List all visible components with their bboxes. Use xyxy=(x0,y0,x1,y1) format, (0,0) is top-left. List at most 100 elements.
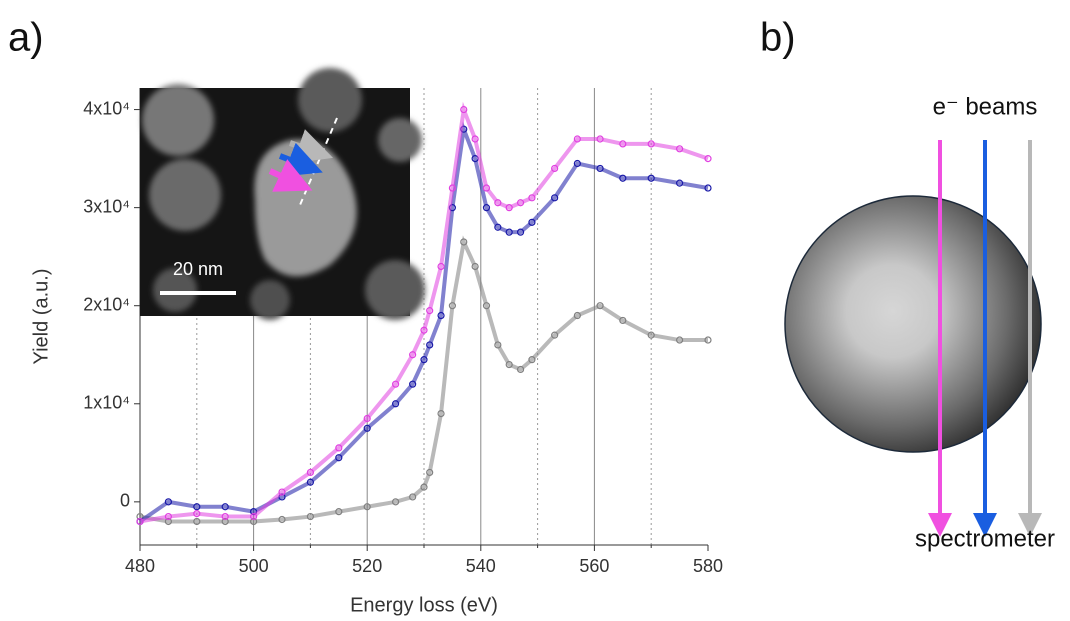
x-tick-label: 580 xyxy=(693,556,723,576)
data-point xyxy=(516,365,525,374)
data-point xyxy=(221,512,229,521)
chart: 480 500 520 540 560 580 0 1x10⁴ 2x10⁴ 3x10⁴ 4x10⁴ E… xyxy=(30,88,723,616)
data-point xyxy=(335,454,343,462)
data-point xyxy=(573,159,581,168)
beam-label: e⁻ beams xyxy=(933,93,1038,120)
data-point xyxy=(516,228,525,236)
data-point xyxy=(335,508,343,516)
data-point xyxy=(409,493,417,501)
data-point xyxy=(494,199,502,207)
scale-bar-label: 20 nm xyxy=(173,259,223,279)
data-point xyxy=(164,498,172,506)
data-point xyxy=(437,311,445,320)
data-point xyxy=(335,444,343,452)
data-point xyxy=(619,174,627,182)
y-tick-label: 0 xyxy=(120,491,130,511)
x-tick-label: 520 xyxy=(352,556,382,576)
data-point xyxy=(528,194,536,202)
y-tick-label: 4x10⁴ xyxy=(83,98,130,118)
data-point xyxy=(392,498,400,506)
data-point xyxy=(306,468,314,477)
data-point xyxy=(278,488,286,496)
data-point xyxy=(426,307,434,315)
data-point xyxy=(250,512,258,521)
data-point xyxy=(528,356,536,364)
data-point xyxy=(221,503,229,511)
data-point xyxy=(420,356,428,364)
data-point xyxy=(193,517,201,526)
data-point xyxy=(363,414,371,423)
detector-label: spectrometer xyxy=(915,525,1055,552)
data-point xyxy=(596,135,604,143)
data-point xyxy=(426,468,434,477)
y-tick-label: 2x10⁴ xyxy=(83,294,130,314)
data-point xyxy=(437,262,445,271)
data-point xyxy=(704,155,712,163)
data-point xyxy=(460,238,468,246)
data-point xyxy=(675,145,684,153)
data-point xyxy=(675,336,684,344)
data-point xyxy=(675,179,684,187)
panel-label: a) xyxy=(8,16,44,60)
data-point xyxy=(471,262,479,271)
data-point xyxy=(573,135,581,143)
data-point xyxy=(551,164,559,173)
data-point xyxy=(505,360,513,369)
x-tick-label: 500 xyxy=(239,556,269,576)
inset-image: 20 nm xyxy=(140,68,425,320)
data-point xyxy=(505,204,513,212)
data-point xyxy=(647,174,655,182)
data-point xyxy=(437,409,445,418)
data-point xyxy=(619,140,627,148)
data-point xyxy=(494,223,502,231)
data-point xyxy=(392,380,400,388)
data-point xyxy=(516,199,525,207)
data-point xyxy=(647,140,655,148)
data-point xyxy=(136,517,144,526)
data-point xyxy=(704,336,712,344)
data-point xyxy=(551,331,559,339)
data-point xyxy=(505,228,513,236)
data-point xyxy=(278,515,286,524)
data-point xyxy=(420,483,428,491)
data-point xyxy=(448,184,456,192)
data-point xyxy=(528,218,536,226)
data-point xyxy=(363,424,371,432)
data-point xyxy=(573,311,581,320)
y-tick-label: 1x10⁴ xyxy=(83,393,130,413)
data-point xyxy=(704,184,712,192)
x-tick-label: 480 xyxy=(125,556,155,576)
data-point xyxy=(482,184,491,192)
data-point xyxy=(647,331,655,339)
data-point xyxy=(619,316,627,325)
data-point xyxy=(471,135,479,143)
panel-label: b) xyxy=(760,16,796,60)
data-point xyxy=(551,194,559,202)
series-line xyxy=(139,101,709,524)
x-tick-label: 540 xyxy=(466,556,496,576)
data-point xyxy=(306,512,314,521)
data-point xyxy=(482,204,491,212)
data-point xyxy=(460,105,468,114)
data-point xyxy=(482,302,491,310)
x-axis-label: Energy loss (eV) xyxy=(350,594,498,616)
series-line xyxy=(139,235,708,524)
data-point xyxy=(420,326,428,334)
y-tick-label: 3x10⁴ xyxy=(83,196,130,216)
data-point xyxy=(448,302,456,310)
y-axis-label: Yield (a.u.) xyxy=(30,269,52,365)
data-point xyxy=(426,341,434,349)
data-point xyxy=(193,503,201,511)
data-point xyxy=(363,503,371,511)
data-point xyxy=(164,512,172,521)
data-point xyxy=(409,380,417,388)
data-point xyxy=(494,341,502,349)
data-point xyxy=(392,400,400,408)
data-point xyxy=(193,510,201,518)
diagram: e⁻ beams spectrometer xyxy=(784,93,1055,552)
data-point xyxy=(409,351,417,359)
data-point xyxy=(306,478,314,486)
data-point xyxy=(596,302,604,310)
data-point xyxy=(596,164,604,173)
